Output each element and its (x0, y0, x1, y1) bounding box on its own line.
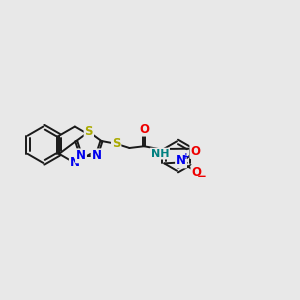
Text: O: O (191, 166, 201, 179)
Text: N: N (176, 154, 186, 167)
Text: O: O (139, 123, 149, 136)
Text: S: S (85, 125, 93, 138)
Text: O: O (190, 145, 200, 158)
Text: S: S (112, 137, 120, 150)
Text: N: N (76, 149, 86, 162)
Text: +: + (182, 152, 190, 161)
Text: −: − (197, 170, 207, 183)
Text: NH: NH (151, 148, 169, 159)
Text: N: N (70, 156, 80, 170)
Text: N: N (92, 149, 102, 162)
